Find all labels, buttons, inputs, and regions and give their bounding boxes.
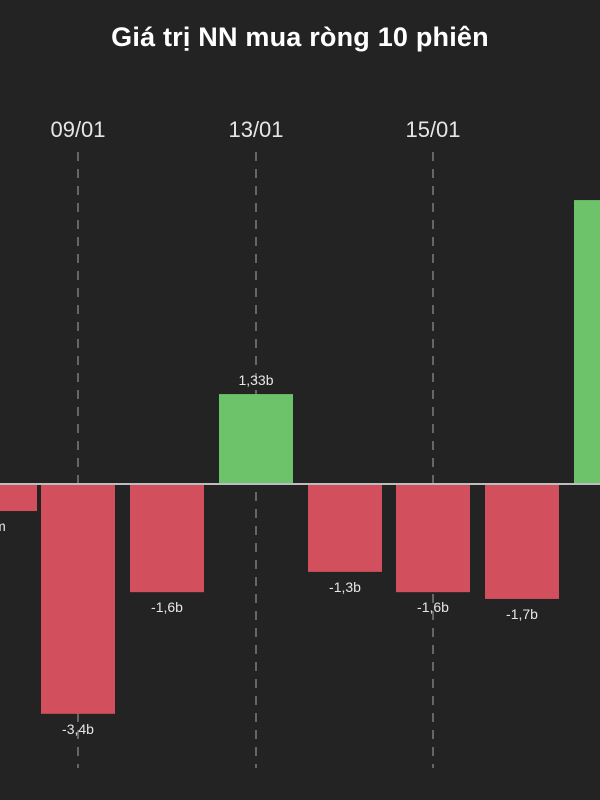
bar-value-label: -3,4b: [62, 721, 94, 737]
bar-value-label: -1,6b: [417, 599, 449, 615]
chart-title: Giá trị NN mua ròng 10 phiên: [111, 22, 489, 52]
bar: [396, 484, 470, 593]
bar: [41, 484, 115, 714]
bar: [308, 484, 382, 572]
bar-value-label: -1,7b: [506, 606, 538, 622]
x-tick-label: 17: [599, 117, 600, 142]
bar-value-label: 1,33b: [238, 372, 273, 388]
bar: [485, 484, 559, 599]
bar-value-label: -1,6b: [151, 599, 183, 615]
bar: [219, 394, 293, 484]
x-tick-label: 13/01: [228, 117, 283, 142]
bar: [130, 484, 204, 593]
bar-value-label: m: [0, 518, 6, 534]
bar: [574, 200, 600, 484]
bar-value-label: -1,3b: [329, 579, 361, 595]
x-tick-label: 09/01: [50, 117, 105, 142]
x-tick-label: 15/01: [405, 117, 460, 142]
bar: [0, 484, 37, 512]
